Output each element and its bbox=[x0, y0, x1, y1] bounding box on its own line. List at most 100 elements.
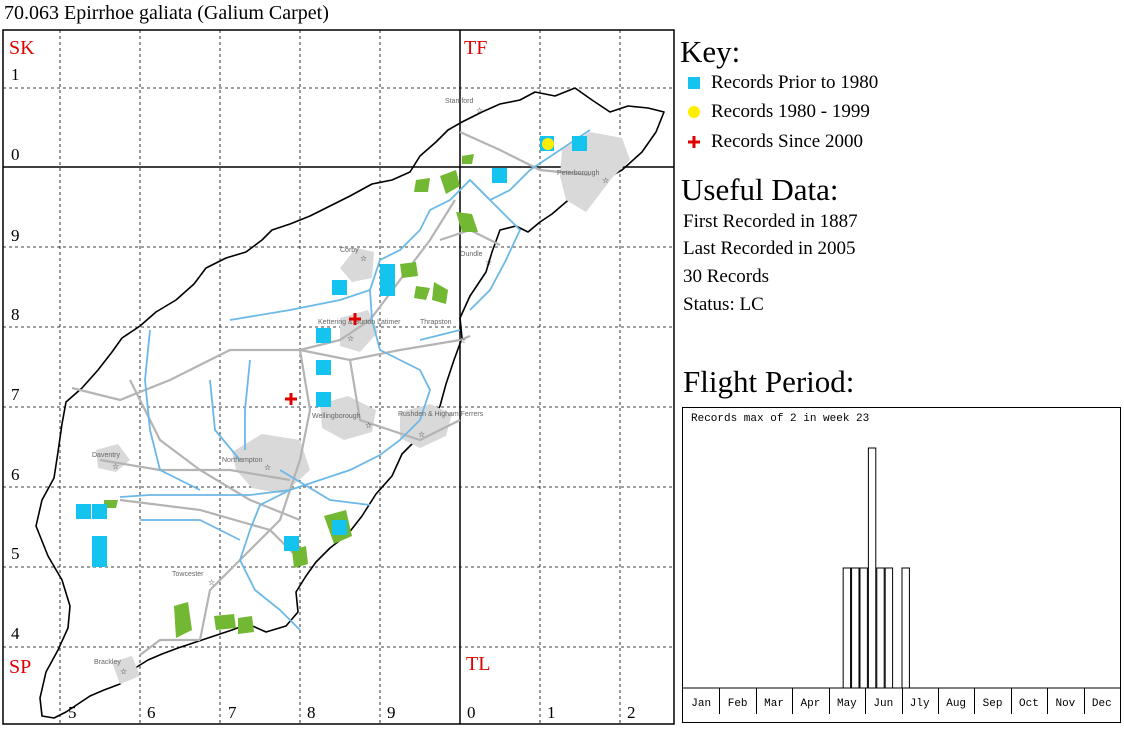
circle-icon bbox=[688, 106, 700, 118]
urban-areas bbox=[96, 132, 630, 684]
town-label: Thrapston bbox=[420, 319, 452, 326]
flight-bar bbox=[901, 567, 910, 689]
town-label: Oundle bbox=[460, 251, 483, 258]
svg-text:☆: ☆ bbox=[459, 336, 466, 345]
flight-bar bbox=[884, 567, 894, 689]
flight-period-chart: Records max of 2 in week 23 Jan Feb Mar Apr… bbox=[682, 407, 1121, 723]
month-label: Aug bbox=[946, 698, 967, 710]
cross-icon bbox=[688, 136, 700, 148]
flight-period-title: Flight Period: bbox=[683, 364, 855, 399]
key-item-label: Records Since 2000 bbox=[711, 131, 863, 152]
town-markers: ☆ ☆ ☆ ☆ ☆ ☆ ☆ ☆ ☆ ☆ ☆ ☆ bbox=[112, 106, 609, 676]
col-label: 6 bbox=[147, 703, 156, 722]
month-label: Nov bbox=[1055, 698, 1076, 710]
row-label: 1 bbox=[11, 65, 20, 84]
svg-text:☆: ☆ bbox=[476, 106, 483, 115]
flight-bar bbox=[859, 567, 868, 689]
town-label: Towcester bbox=[172, 571, 204, 578]
svg-text:☆: ☆ bbox=[365, 421, 372, 430]
record-square bbox=[316, 328, 331, 343]
row-label: 0 bbox=[11, 145, 20, 164]
last-recorded: Last Recorded in 2005 bbox=[683, 238, 856, 259]
col-label: 8 bbox=[307, 703, 316, 722]
svg-text:☆: ☆ bbox=[360, 254, 367, 263]
record-square bbox=[332, 280, 347, 295]
town-label: Wellingborough bbox=[312, 413, 361, 420]
svg-text:☆: ☆ bbox=[602, 176, 609, 185]
record-cross bbox=[285, 393, 297, 405]
town-label: Peterborough bbox=[557, 170, 600, 177]
record-square bbox=[332, 520, 347, 535]
rivers bbox=[119, 129, 591, 631]
record-square bbox=[284, 536, 299, 551]
record-circle bbox=[542, 138, 554, 150]
svg-text:☆: ☆ bbox=[120, 667, 127, 676]
key-item-label: Records Prior to 1980 bbox=[711, 72, 879, 93]
records-since-2000 bbox=[285, 313, 361, 405]
col-label: 2 bbox=[627, 703, 636, 722]
record-square bbox=[92, 504, 107, 519]
flight-chart-svg bbox=[683, 447, 1120, 714]
row-label: 9 bbox=[11, 226, 20, 245]
record-square bbox=[316, 360, 331, 375]
grid-square-label: SK bbox=[9, 37, 35, 59]
record-square bbox=[572, 136, 587, 151]
month-label: Sep bbox=[982, 698, 1003, 710]
flight-bar bbox=[876, 567, 885, 689]
flight-bar bbox=[842, 567, 852, 689]
distribution-map: Stamford Peterborough Oundle Corby Kette… bbox=[2, 29, 675, 725]
row-label: 7 bbox=[11, 385, 20, 404]
town-labels: Stamford Peterborough Oundle Corby Kette… bbox=[92, 98, 600, 666]
grid-square-label: TF bbox=[464, 37, 487, 59]
col-label: 9 bbox=[387, 703, 396, 722]
useful-data-title: Useful Data: bbox=[681, 172, 839, 207]
record-square bbox=[492, 168, 507, 183]
record-count: 30 Records bbox=[683, 266, 770, 287]
grid-square-label: SP bbox=[9, 656, 31, 678]
row-label: 4 bbox=[11, 624, 20, 643]
record-square bbox=[76, 504, 91, 519]
chart-title: Records max of 2 in week 23 bbox=[691, 413, 870, 425]
month-label: Oct bbox=[1019, 698, 1039, 710]
town-label: Northampton bbox=[222, 457, 263, 464]
grid-square-label: TL bbox=[466, 653, 490, 675]
svg-text:☆: ☆ bbox=[485, 258, 492, 267]
svg-text:☆: ☆ bbox=[112, 462, 119, 471]
page-title: 70.063 Epirrhoe galiata (Galium Carpet) bbox=[4, 2, 329, 24]
town-label: Brackley bbox=[94, 659, 121, 666]
svg-text:☆: ☆ bbox=[418, 430, 425, 439]
month-label: Dec bbox=[1091, 698, 1112, 710]
town-label: Daventry bbox=[92, 452, 121, 459]
key-title: Key: bbox=[680, 34, 741, 69]
record-square bbox=[92, 536, 107, 567]
col-label: 5 bbox=[68, 703, 77, 722]
status: Status: LC bbox=[683, 294, 764, 315]
town-label: Kettering & Burton Latimer bbox=[318, 319, 401, 326]
flight-bar bbox=[851, 567, 860, 689]
col-label: 0 bbox=[467, 703, 476, 722]
col-label: 1 bbox=[547, 703, 556, 722]
flight-bar bbox=[867, 447, 877, 689]
records-prior-1980 bbox=[76, 136, 587, 567]
key-item-label: Records 1980 - 1999 bbox=[711, 101, 870, 122]
month-label: Apr bbox=[800, 698, 821, 710]
month-label: Jly bbox=[909, 698, 930, 710]
svg-text:☆: ☆ bbox=[347, 334, 354, 343]
row-label: 5 bbox=[11, 544, 20, 563]
town-label: Corby bbox=[340, 247, 359, 254]
month-label: Feb bbox=[727, 698, 748, 710]
record-cross bbox=[349, 313, 361, 325]
svg-text:☆: ☆ bbox=[264, 463, 271, 472]
month-label: Jun bbox=[873, 698, 894, 710]
row-label: 6 bbox=[11, 465, 20, 484]
square-icon bbox=[688, 77, 700, 89]
first-recorded: First Recorded in 1887 bbox=[683, 211, 858, 232]
col-label: 7 bbox=[228, 703, 237, 722]
row-label: 8 bbox=[11, 305, 20, 324]
record-square bbox=[380, 264, 395, 296]
month-label: May bbox=[836, 698, 857, 710]
record-square bbox=[316, 392, 331, 407]
svg-text:☆: ☆ bbox=[208, 578, 215, 587]
roads bbox=[71, 130, 591, 656]
town-label: Stamford bbox=[445, 98, 474, 105]
